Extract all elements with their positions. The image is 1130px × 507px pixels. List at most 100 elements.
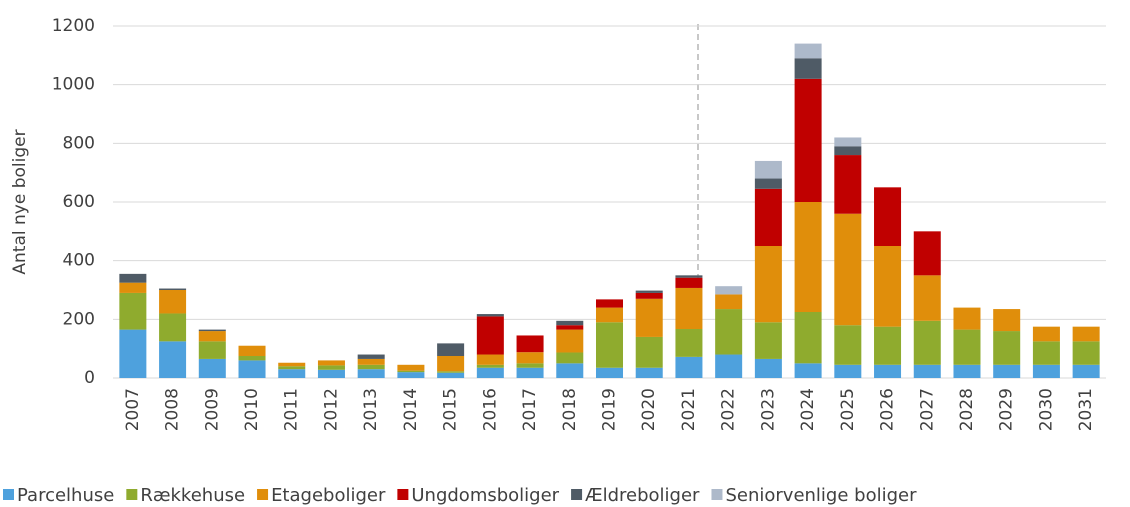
bar-segment bbox=[635, 292, 663, 299]
bar-segment bbox=[556, 325, 584, 330]
bar-segment bbox=[754, 246, 782, 323]
x-tick-label: 2022 bbox=[719, 388, 739, 431]
bar-segment bbox=[675, 277, 703, 288]
bar-segment bbox=[675, 275, 703, 278]
y-tick-label: 800 bbox=[63, 133, 95, 153]
x-tick-label: 2018 bbox=[560, 388, 580, 431]
x-tick-label: 2027 bbox=[917, 388, 937, 431]
bar-segment bbox=[754, 178, 782, 189]
x-tick-label: 2031 bbox=[1076, 388, 1096, 431]
bar-segment bbox=[1032, 364, 1060, 378]
bar-segment bbox=[437, 371, 465, 373]
y-tick-label: 400 bbox=[63, 251, 95, 271]
bar-segment bbox=[317, 360, 345, 366]
bar-segment bbox=[397, 370, 425, 373]
x-tick-label: 2017 bbox=[520, 388, 540, 431]
bar-segment bbox=[953, 307, 981, 330]
bar-segment bbox=[595, 322, 624, 368]
legend-label: Rækkehuse bbox=[140, 485, 245, 506]
bar-segment bbox=[159, 313, 187, 342]
bar-segment bbox=[1032, 326, 1060, 342]
bar-segment bbox=[794, 312, 822, 364]
bar-segment bbox=[278, 362, 306, 367]
bar-segment bbox=[476, 354, 504, 365]
bar-segment bbox=[556, 329, 584, 353]
x-tick-label: 2013 bbox=[361, 388, 381, 431]
bar-segment bbox=[715, 294, 743, 310]
bar-segment bbox=[556, 352, 584, 364]
bar-segment bbox=[953, 364, 981, 378]
bar-segment bbox=[278, 366, 306, 370]
bar-segment bbox=[357, 354, 385, 359]
bar-segment bbox=[119, 292, 147, 330]
bar-segment bbox=[1072, 364, 1100, 378]
bar-segment bbox=[437, 372, 465, 378]
x-tick-label: 2009 bbox=[202, 388, 222, 431]
bar-segment bbox=[476, 314, 504, 317]
bar-segment bbox=[635, 290, 663, 293]
legend-swatch bbox=[571, 489, 583, 500]
bar-segment bbox=[834, 137, 862, 147]
bar-segment bbox=[993, 331, 1021, 365]
legend-swatch bbox=[397, 489, 409, 500]
x-tick-label: 2014 bbox=[401, 388, 421, 431]
bar-segment bbox=[437, 343, 465, 356]
bar-segment bbox=[834, 155, 862, 214]
bar-segment bbox=[278, 369, 306, 378]
bar-segment bbox=[834, 325, 862, 365]
bar-segment bbox=[834, 213, 862, 326]
bar-segment bbox=[516, 335, 544, 353]
bar-segment bbox=[595, 307, 624, 323]
legend-swatch bbox=[257, 489, 269, 500]
bar-segment bbox=[635, 298, 663, 337]
x-tick-label: 2029 bbox=[997, 388, 1017, 431]
bar-segment bbox=[397, 372, 425, 378]
x-tick-label: 2010 bbox=[242, 388, 262, 431]
bar-segment bbox=[1072, 341, 1100, 365]
bar-segment bbox=[357, 358, 385, 365]
y-tick-label: 1000 bbox=[52, 75, 95, 95]
bar-segment bbox=[159, 341, 187, 378]
bar-segment bbox=[198, 329, 226, 332]
y-axis-label: Antal nye boliger bbox=[10, 129, 30, 274]
bar-segment bbox=[635, 367, 663, 378]
bar-segment bbox=[476, 367, 504, 378]
x-tick-label: 2012 bbox=[321, 388, 341, 431]
x-tick-label: 2023 bbox=[758, 388, 778, 431]
bar-segment bbox=[794, 78, 822, 202]
legend-label: Ældreboliger bbox=[585, 485, 700, 506]
bar-segment bbox=[357, 369, 385, 378]
x-tick-label: 2028 bbox=[957, 388, 977, 431]
bar-segment bbox=[913, 364, 941, 378]
x-tick-label: 2030 bbox=[1036, 388, 1056, 431]
bar-segment bbox=[159, 290, 187, 314]
bar-segment bbox=[595, 299, 624, 308]
y-tick-label: 0 bbox=[84, 368, 95, 388]
x-tick-label: 2026 bbox=[878, 388, 898, 431]
x-tick-label: 2021 bbox=[679, 388, 699, 431]
bar-segment bbox=[476, 364, 504, 368]
legend-label: Etageboliger bbox=[271, 485, 386, 506]
bar-segment bbox=[913, 275, 941, 321]
bar-segment bbox=[198, 358, 226, 378]
bar-segment bbox=[754, 188, 782, 246]
bar-segment bbox=[675, 356, 703, 378]
x-tick-label: 2020 bbox=[639, 388, 659, 431]
bar-segment bbox=[635, 336, 663, 368]
bar-segment bbox=[516, 367, 544, 378]
legend-swatch bbox=[3, 489, 14, 500]
legend-swatch bbox=[126, 489, 138, 500]
bar-segment bbox=[794, 43, 822, 59]
bar-segment bbox=[238, 356, 266, 361]
bar-segment bbox=[715, 354, 743, 378]
y-tick-label: 1200 bbox=[52, 16, 95, 36]
bar-segment bbox=[834, 146, 862, 156]
bar-segment bbox=[993, 364, 1021, 378]
bar-segment bbox=[476, 316, 504, 355]
bar-segment bbox=[317, 365, 345, 370]
x-tick-label: 2007 bbox=[123, 388, 143, 431]
bar-segment bbox=[675, 287, 703, 330]
bar-segment bbox=[595, 367, 624, 378]
bar-segment bbox=[715, 309, 743, 355]
